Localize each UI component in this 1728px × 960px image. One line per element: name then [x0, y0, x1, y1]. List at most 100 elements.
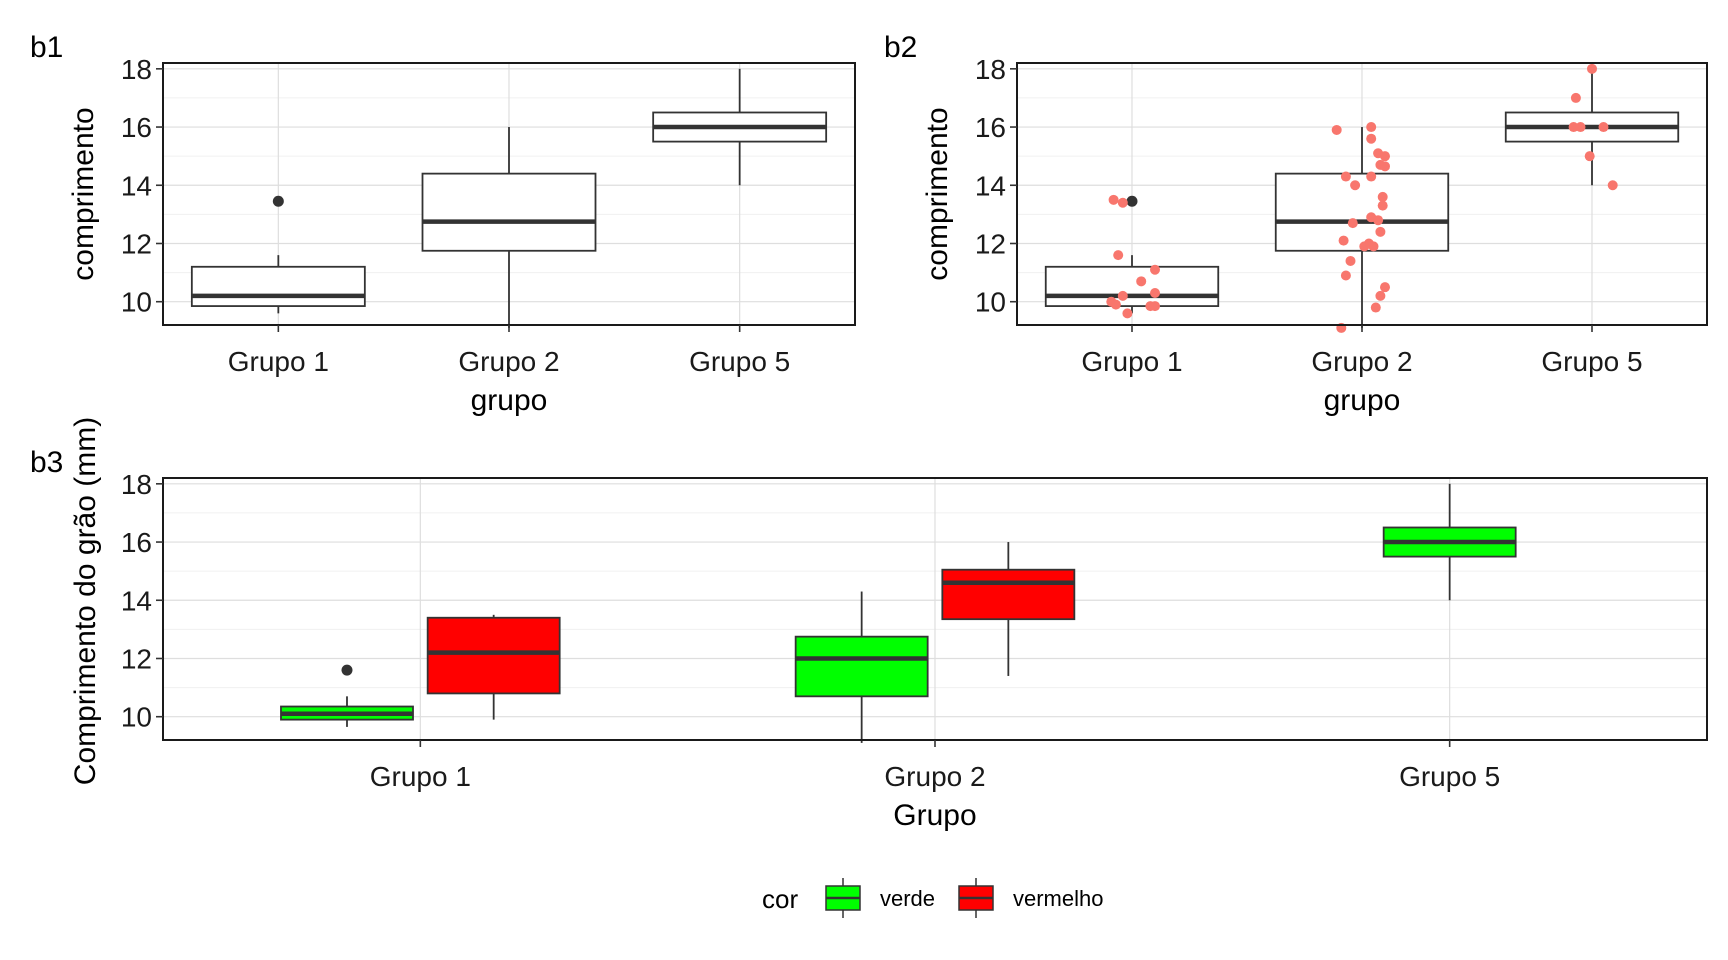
box-body [421, 172, 597, 252]
box-body [1044, 265, 1220, 307]
x-tick-label: Grupo 5 [1399, 761, 1500, 792]
x-axis-title: grupo [471, 384, 548, 417]
box-grupo-1-vermelho [426, 614, 561, 720]
outlier-point [272, 195, 284, 207]
y-tick-label: 12 [975, 228, 1006, 259]
y-tick-label: 12 [121, 228, 152, 259]
box-grupo-2-verde [794, 591, 929, 743]
x-tick-label: Grupo 1 [228, 346, 329, 377]
legend: cor verde vermelho [762, 878, 1103, 918]
x-axis-title: grupo [1324, 384, 1401, 417]
data-point [1340, 171, 1351, 182]
x-axis-title: Grupo [893, 799, 976, 832]
x-tick-label: Grupo 2 [458, 346, 559, 377]
y-tick-label: 18 [121, 469, 152, 500]
box-grupo-5 [1504, 68, 1680, 186]
x-tick-label: Grupo 5 [1541, 346, 1642, 377]
y-axis-title: Comprimento do grão (mm) [69, 417, 102, 785]
x-tick-label: Grupo 5 [689, 346, 790, 377]
data-point [1117, 197, 1128, 208]
data-point [1598, 122, 1609, 133]
data-point [1150, 287, 1160, 298]
box-body [426, 616, 561, 695]
data-point [1338, 235, 1349, 246]
panel-tag: b2 [884, 31, 917, 64]
y-axis-title: comprimento [921, 107, 954, 280]
box-grupo-1 [1044, 195, 1220, 314]
data-point [1380, 282, 1390, 293]
panel-tag: b1 [30, 31, 63, 64]
data-point [1108, 194, 1119, 205]
y-tick-label: 16 [121, 112, 152, 143]
y-tick-label: 16 [975, 112, 1006, 143]
legend-title: cor [762, 884, 798, 914]
data-point [1568, 122, 1579, 133]
data-point [1110, 299, 1121, 310]
data-point [1350, 180, 1361, 191]
y-axis-title: comprimento [67, 107, 100, 280]
box-grupo-5 [652, 68, 828, 186]
data-point [1375, 226, 1386, 237]
data-point [1150, 264, 1160, 275]
data-point [1575, 122, 1586, 133]
data-point [1345, 255, 1356, 266]
data-point [1122, 308, 1133, 319]
box-body [1274, 172, 1450, 252]
box-grupo-2 [421, 127, 597, 328]
panel-b2: 10 12 14 16 18 Grupo 1 Grupo 2 Grupo 5 grupo comp… [884, 31, 1708, 417]
data-point [1150, 301, 1160, 312]
data-point [1347, 218, 1358, 229]
x-tick-label: Grupo 1 [1081, 346, 1182, 377]
y-tick-label: 10 [121, 702, 152, 733]
box-body [941, 568, 1076, 621]
box-grupo-1-verde [280, 664, 414, 727]
data-point [1340, 270, 1351, 281]
data-point [1359, 241, 1370, 252]
data-point [1380, 161, 1390, 172]
panel-b1: 10 12 14 16 18 Grupo 1 Grupo 2 Grupo 5 grupo comp… [30, 31, 856, 417]
y-tick-label: 12 [121, 643, 152, 674]
data-point [1368, 241, 1379, 252]
data-point [1366, 171, 1377, 182]
data-point [1380, 151, 1390, 162]
data-point [1375, 290, 1386, 301]
data-point [1607, 180, 1618, 191]
data-point [1373, 215, 1384, 226]
data-point [1377, 200, 1388, 211]
y-tick-label: 16 [121, 527, 152, 558]
outlier-point [341, 664, 353, 676]
y-tick-label: 14 [121, 585, 152, 616]
data-point [1366, 133, 1377, 144]
data-point [1377, 191, 1388, 202]
y-tick-label: 18 [121, 54, 152, 85]
box-grupo-1 [190, 195, 366, 314]
data-point [1587, 63, 1597, 74]
data-point [1117, 290, 1128, 301]
data-point [1331, 124, 1342, 135]
panel-b3: 10 12 14 16 18 Grupo 1 Grupo 2 Grupo 5 Grupo Comp… [30, 417, 1708, 832]
y-tick-label: 14 [975, 170, 1006, 201]
legend-key-vermelho: vermelho [958, 878, 1103, 918]
y-tick-label: 10 [975, 287, 1006, 318]
data-point [1366, 122, 1377, 133]
y-tick-label: 10 [121, 287, 152, 318]
y-tick-label: 18 [975, 54, 1006, 85]
box-grupo-5-verde [1382, 483, 1517, 601]
box-grupo-2 [1274, 127, 1450, 328]
data-point [1370, 302, 1381, 313]
data-point [1584, 151, 1595, 162]
data-point [1570, 92, 1581, 103]
legend-label: verde [880, 886, 935, 911]
legend-label: vermelho [1013, 886, 1103, 911]
data-point [1136, 276, 1147, 287]
x-tick-label: Grupo 2 [1311, 346, 1412, 377]
outlier-point [1126, 195, 1138, 207]
x-tick-label: Grupo 2 [884, 761, 985, 792]
legend-key-verde: verde [825, 878, 935, 918]
box-grupo-2-vermelho [941, 542, 1076, 676]
data-point [1113, 250, 1124, 261]
x-tick-label: Grupo 1 [370, 761, 471, 792]
box-body [190, 265, 366, 307]
y-tick-label: 14 [121, 170, 152, 201]
